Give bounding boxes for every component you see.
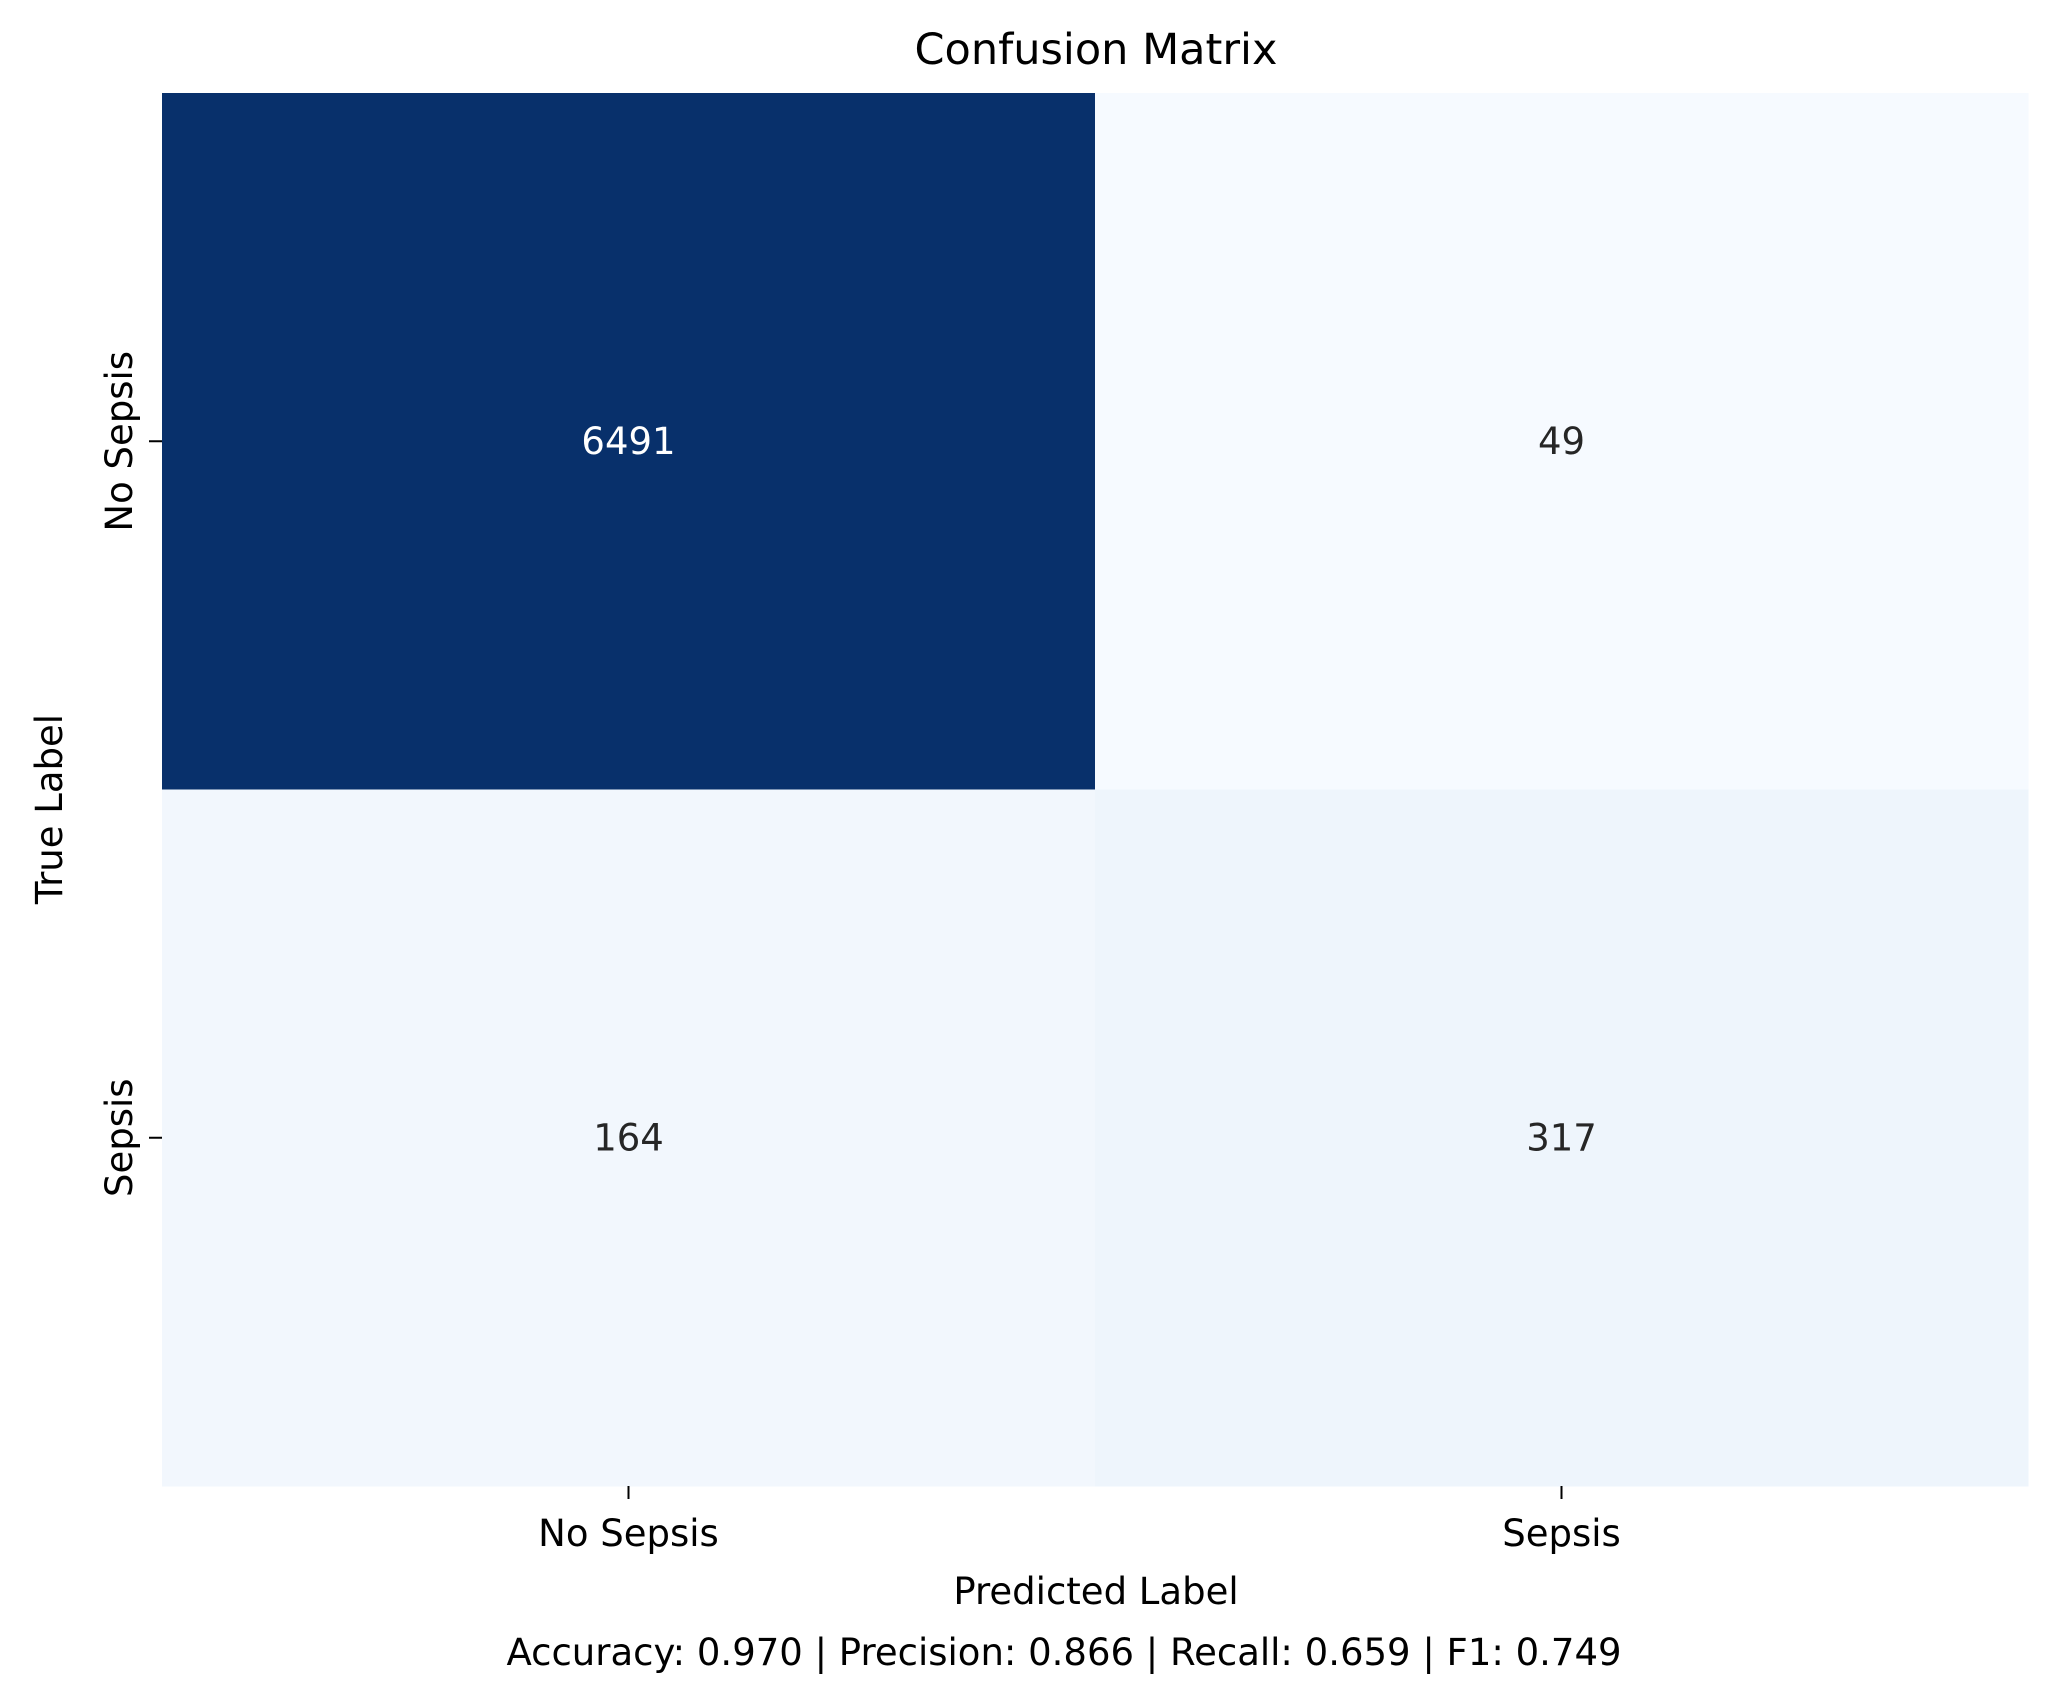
x-axis-label: Predicted Label <box>953 1570 1238 1613</box>
x-tick-label-0: No Sepsis <box>538 1512 719 1555</box>
cell-annotations: 6491 49 164 317 <box>581 420 1596 1160</box>
cell-value-1-0: 164 <box>593 1116 664 1159</box>
y-tick-label-0: No Sepsis <box>98 351 141 532</box>
heatmap-cell-1-1 <box>1095 789 2029 1487</box>
heatmap-cells <box>162 93 2029 1487</box>
cell-value-0-0: 6491 <box>581 420 675 463</box>
x-axis-ticks: No Sepsis Sepsis <box>538 1486 1621 1555</box>
heatmap-cell-0-1 <box>1095 93 2029 790</box>
y-axis-label: True Label <box>28 714 71 905</box>
chart-title: Confusion Matrix <box>915 25 1278 75</box>
metrics-footer: Accuracy: 0.970 | Precision: 0.866 | Rec… <box>506 1631 1621 1674</box>
cell-value-1-1: 317 <box>1526 1116 1597 1159</box>
y-axis-ticks: No Sepsis Sepsis <box>98 351 162 1197</box>
heatmap-cell-1-0 <box>162 789 1096 1487</box>
cell-value-0-1: 49 <box>1538 420 1585 463</box>
y-tick-label-1: Sepsis <box>98 1078 141 1197</box>
x-tick-label-1: Sepsis <box>1502 1512 1621 1555</box>
heatmap-cell-0-0 <box>162 93 1096 790</box>
